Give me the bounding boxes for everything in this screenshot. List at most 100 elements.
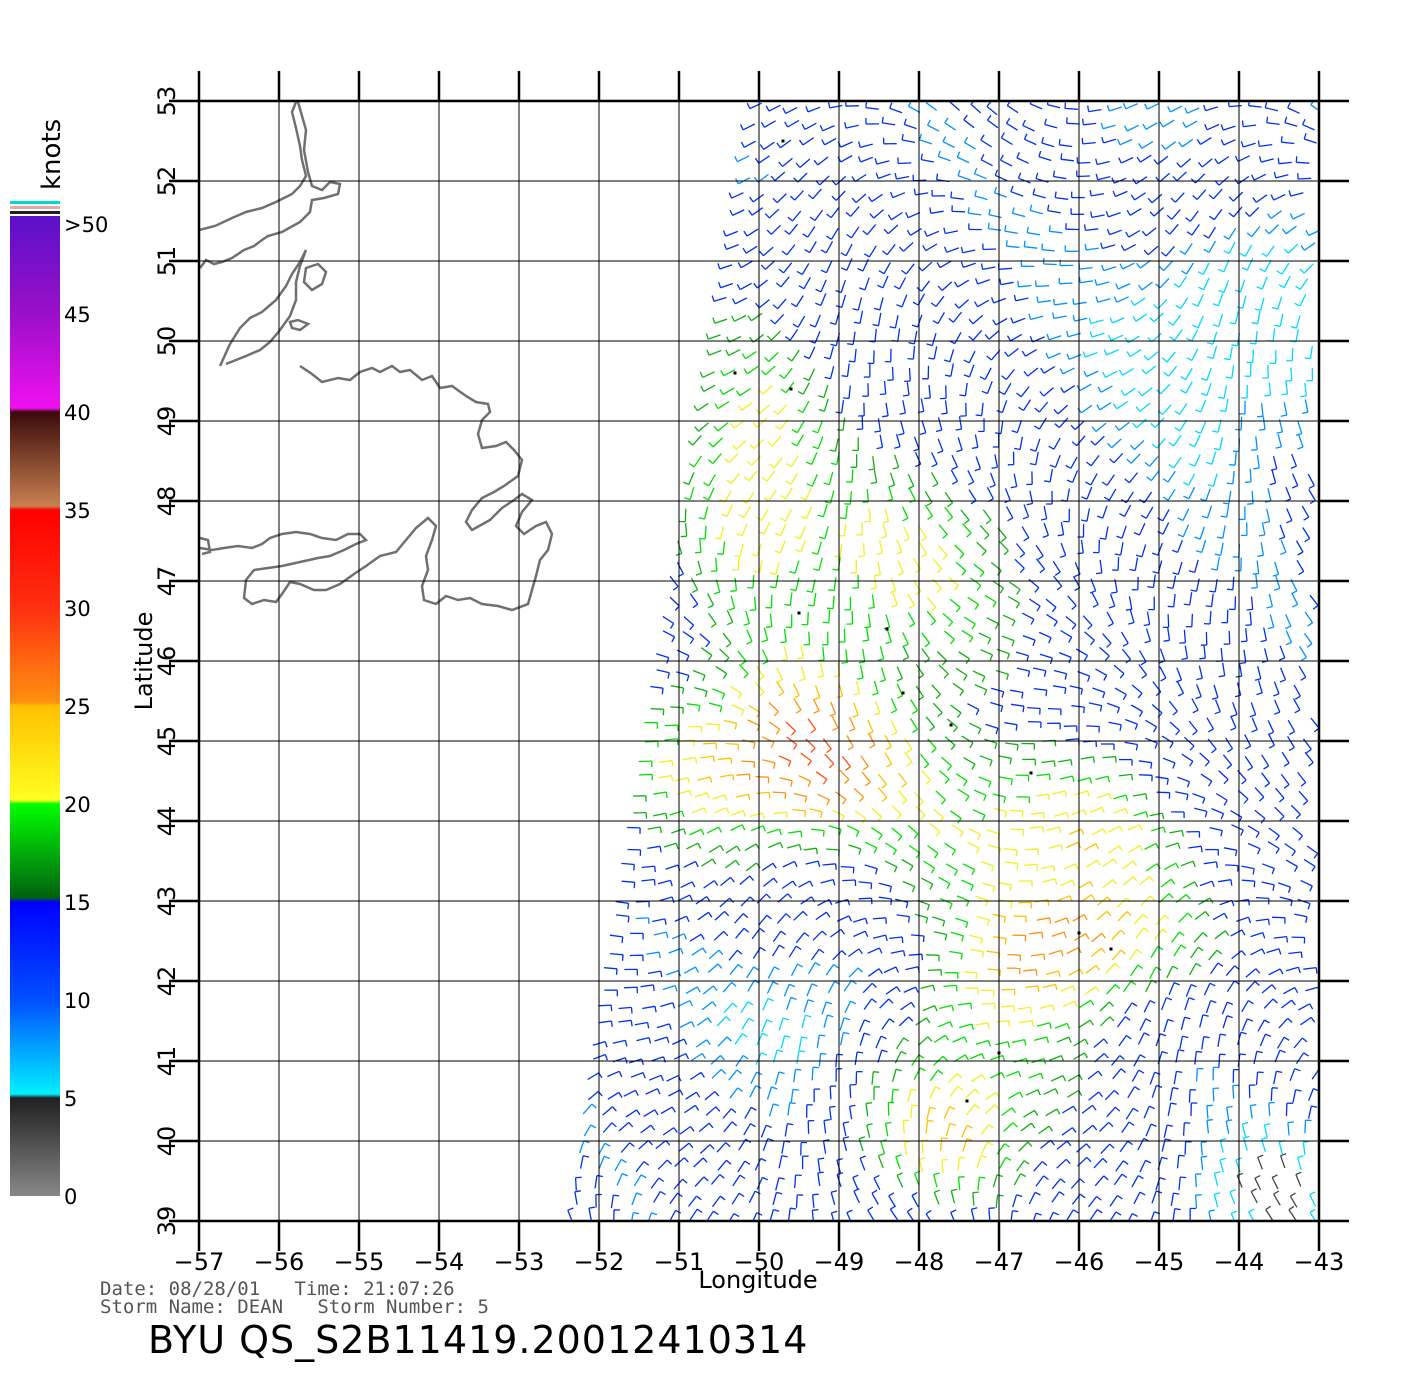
wind-barb-tail — [873, 1174, 880, 1179]
wind-barb — [974, 434, 979, 448]
wind-barb — [867, 613, 872, 627]
wind-barb-tail — [1143, 1032, 1150, 1037]
wind-barb — [783, 262, 793, 274]
wind-barb-tail — [658, 1177, 665, 1183]
wind-barb — [1039, 1004, 1053, 1009]
wind-barb — [1127, 1086, 1136, 1099]
wind-barb-tail — [820, 249, 827, 254]
wind-barb-tail — [689, 638, 695, 645]
wind-barb-tail — [956, 449, 963, 453]
wind-barb-tail — [813, 159, 819, 166]
wind-barb — [921, 420, 927, 433]
wind-barb — [801, 1015, 806, 1029]
wind-barb-tail — [1113, 296, 1118, 303]
wind-barb — [1287, 719, 1296, 732]
wind-barb-tail — [1108, 1001, 1114, 1007]
wind-barb-tail — [1059, 368, 1064, 375]
wind-barb-tail — [992, 886, 996, 893]
wind-barb — [1267, 364, 1269, 378]
wind-barb-tail — [1280, 551, 1287, 556]
wind-barb — [898, 162, 912, 165]
wind-barb — [851, 469, 854, 483]
wind-barb-tail — [1271, 306, 1278, 310]
wind-barb-tail — [980, 263, 984, 270]
wind-barb — [689, 1071, 702, 1081]
wind-barb — [1047, 103, 1061, 109]
wind-barb — [688, 472, 695, 485]
wind-barb-tail — [937, 285, 943, 291]
wind-barb-tail — [971, 446, 978, 450]
wind-barb-tail — [1259, 428, 1266, 431]
wind-barb — [1013, 1057, 1027, 1063]
wind-barb — [1268, 382, 1272, 396]
wind-barb — [907, 473, 915, 487]
wind-barb — [1048, 352, 1061, 359]
wind-barb-tail — [1207, 780, 1213, 787]
wind-barb-tail — [840, 252, 847, 257]
wind-barb-tail — [1298, 835, 1304, 841]
wind-barb — [909, 718, 919, 730]
wind-barb-tail — [670, 775, 674, 782]
wind-barb-tail — [759, 691, 765, 697]
wind-barb — [783, 984, 790, 997]
wind-barb-tail — [1054, 571, 1061, 576]
wind-barb-tail — [1201, 1141, 1208, 1143]
wind-barb — [740, 1001, 749, 1014]
wind-barb — [1016, 157, 1029, 164]
wind-barb-tail — [732, 774, 735, 781]
wind-barb-tail — [901, 936, 904, 944]
wind-barb — [918, 1159, 924, 1173]
wind-barb-tail — [1194, 409, 1201, 413]
wind-barb-tail — [818, 408, 825, 412]
wind-barb — [1135, 927, 1145, 939]
wind-barb-tail — [992, 319, 997, 326]
y-tick-label: 46 — [153, 646, 181, 677]
wind-barb — [1085, 247, 1099, 251]
wind-barb — [849, 1084, 852, 1098]
wind-barb-tail — [993, 186, 998, 194]
wind-barb — [774, 313, 785, 325]
wind-barb — [686, 842, 699, 850]
wind-barb — [1122, 876, 1134, 886]
wind-barb — [1291, 473, 1299, 486]
wind-barb-tail — [646, 1022, 650, 1029]
wind-barb — [873, 469, 878, 483]
wind-barb — [974, 684, 987, 691]
wind-barb-tail — [927, 119, 931, 126]
wind-barb — [923, 860, 935, 869]
y-tick-label: 50 — [153, 326, 181, 357]
wind-barb — [1167, 614, 1170, 628]
wind-barb — [1172, 314, 1182, 326]
wind-barb-tail — [935, 1086, 942, 1091]
wind-barb-tail — [680, 948, 684, 955]
wind-barb-tail — [1266, 605, 1273, 609]
wind-barb-tail — [890, 898, 893, 905]
wind-barb — [1104, 1089, 1115, 1101]
wind-barb-tail — [1090, 999, 1095, 1006]
wind-barb — [1222, 662, 1226, 676]
wind-barb-tail — [1247, 1000, 1254, 1005]
wind-barb — [1304, 138, 1317, 144]
wind-barb-tail — [696, 1208, 703, 1214]
wind-barb-tail — [832, 727, 839, 731]
wind-barb — [1121, 156, 1134, 164]
wind-barb — [1271, 1177, 1279, 1190]
wind-barb — [832, 595, 835, 609]
wind-barb — [1097, 175, 1111, 181]
wind-barb-tail — [725, 642, 732, 648]
wind-barb-tail — [958, 1176, 965, 1178]
wind-barb-tail — [1010, 485, 1017, 489]
wind-barb — [1060, 985, 1074, 992]
wind-barb — [891, 804, 902, 816]
wind-barb — [1277, 296, 1283, 310]
wind-barb-tail — [953, 585, 959, 591]
wind-barb — [1060, 158, 1074, 162]
wind-barb — [939, 1137, 943, 1151]
wind-barb-tail — [1150, 1123, 1157, 1127]
wind-barb-tail — [1260, 639, 1267, 643]
wind-barb-tail — [947, 516, 953, 522]
wind-barb — [643, 1109, 656, 1117]
wind-barb — [1167, 470, 1176, 483]
wind-barb-tail — [933, 1172, 940, 1176]
wind-barb — [1304, 399, 1309, 413]
